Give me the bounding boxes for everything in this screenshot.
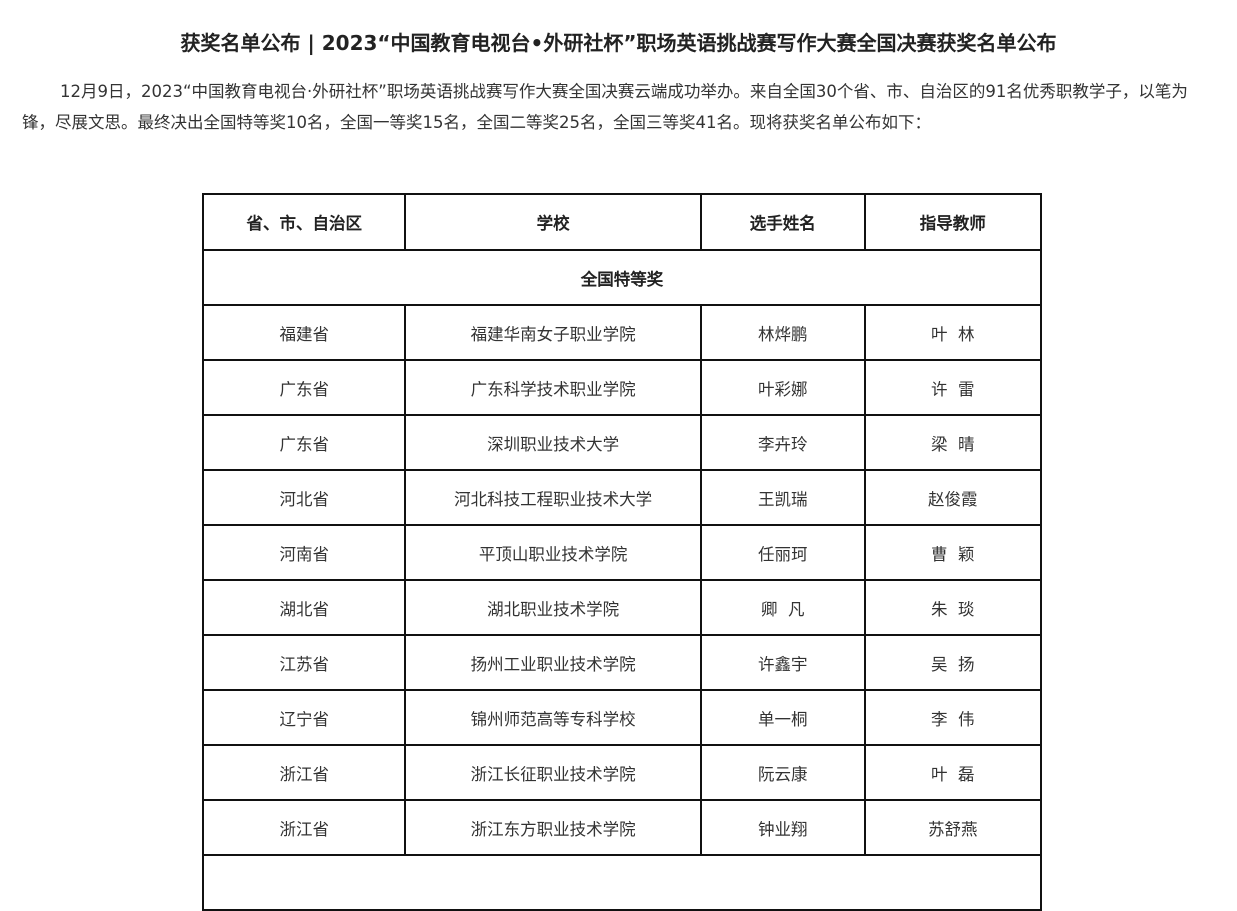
student-cell: 李卉玲 [699, 414, 866, 471]
student-cell: 叶彩娜 [699, 359, 866, 416]
province-cell: 湖北省 [201, 579, 407, 636]
teacher-cell: 许 雷 [863, 359, 1042, 416]
school-cell: 锦州师范高等专科学校 [404, 689, 702, 746]
teacher-cell: 叶 磊 [863, 744, 1042, 801]
student-cell: 卿 凡 [699, 579, 866, 636]
table-row: 江苏省 扬州工业职业技术学院 许鑫宇吴 扬 [201, 634, 1042, 691]
table-row: 广东省 深圳职业技术大学 李卉玲梁 晴 [201, 414, 1042, 471]
table-row: 广东省 广东科学技术职业学院 叶彩娜许 雷 [201, 359, 1042, 416]
school-cell: 浙江东方职业技术学院 [404, 799, 702, 856]
school-cell: 平顶山职业技术学院 [404, 524, 702, 581]
next-section-cell [202, 854, 1042, 911]
student-cell: 林烨鹏 [699, 304, 866, 361]
table-header-row: 省、市、自治区 学校 选手姓名 指导教师 [201, 193, 1042, 251]
student-cell: 单一桐 [699, 689, 866, 746]
header-student: 选手姓名 [699, 193, 866, 251]
school-cell: 广东科学技术职业学院 [404, 359, 702, 416]
table-row: 湖北省 湖北职业技术学院卿 凡朱 琰 [201, 579, 1042, 636]
school-cell: 浙江长征职业技术学院 [404, 744, 702, 801]
header-school: 学校 [404, 193, 702, 251]
teacher-cell: 李 伟 [863, 689, 1042, 746]
teacher-cell: 梁 晴 [863, 414, 1042, 471]
student-cell: 任丽珂 [699, 524, 866, 581]
province-cell: 浙江省 [201, 744, 407, 801]
teacher-cell: 叶 林 [863, 304, 1042, 361]
teacher-cell: 吴 扬 [863, 634, 1042, 691]
province-cell: 广东省 [201, 359, 407, 416]
article-title: 获奖名单公布 | 2023“中国教育电视台•外研社杯”职场英语挑战赛写作大赛全国… [180, 31, 1057, 55]
header-teacher: 指导教师 [863, 193, 1042, 251]
next-section-row [202, 854, 1042, 911]
teacher-cell: 曹 颖 [863, 524, 1042, 581]
table-row: 辽宁省 锦州师范高等专科学校 单一桐李 伟 [201, 689, 1042, 746]
awards-table: 省、市、自治区 学校 选手姓名 指导教师 全国特等奖 福建省 福建华南女子职业学院… [201, 193, 1042, 911]
award-section-label: 全国特等奖 [202, 249, 1042, 306]
province-cell: 福建省 [201, 304, 407, 361]
teacher-cell: 赵俊霞 [863, 469, 1042, 526]
school-cell: 扬州工业职业技术学院 [404, 634, 702, 691]
province-cell: 江苏省 [201, 634, 407, 691]
award-section-row: 全国特等奖 [202, 249, 1042, 306]
table-row: 福建省 福建华南女子职业学院 林烨鹏叶 林 [201, 304, 1042, 361]
teacher-cell: 苏舒燕 [863, 799, 1042, 856]
school-cell: 福建华南女子职业学院 [404, 304, 702, 361]
student-cell: 阮云康 [699, 744, 866, 801]
province-cell: 河南省 [201, 524, 407, 581]
table-row: 河北省 河北科技工程职业技术大学 王凯瑞 赵俊霞 [201, 469, 1042, 526]
table-row: 浙江省 浙江长征职业技术学院 阮云康叶 磊 [201, 744, 1042, 801]
province-cell: 辽宁省 [201, 689, 407, 746]
student-cell: 钟业翔 [699, 799, 866, 856]
school-cell: 河北科技工程职业技术大学 [404, 469, 702, 526]
table-row: 浙江省 浙江东方职业技术学院 钟业翔 苏舒燕 [201, 799, 1042, 856]
province-cell: 河北省 [201, 469, 407, 526]
province-cell: 浙江省 [201, 799, 407, 856]
school-cell: 湖北职业技术学院 [404, 579, 702, 636]
school-cell: 深圳职业技术大学 [404, 414, 702, 471]
intro-paragraph: 12月9日，2023“中国教育电视台·外研社杯”职场英语挑战赛写作大赛全国决赛云… [22, 82, 1188, 132]
header-province: 省、市、自治区 [201, 193, 407, 251]
table-row: 河南省 平顶山职业技术学院 任丽珂曹 颖 [201, 524, 1042, 581]
student-cell: 王凯瑞 [699, 469, 866, 526]
teacher-cell: 朱 琰 [863, 579, 1042, 636]
province-cell: 广东省 [201, 414, 407, 471]
student-cell: 许鑫宇 [699, 634, 866, 691]
